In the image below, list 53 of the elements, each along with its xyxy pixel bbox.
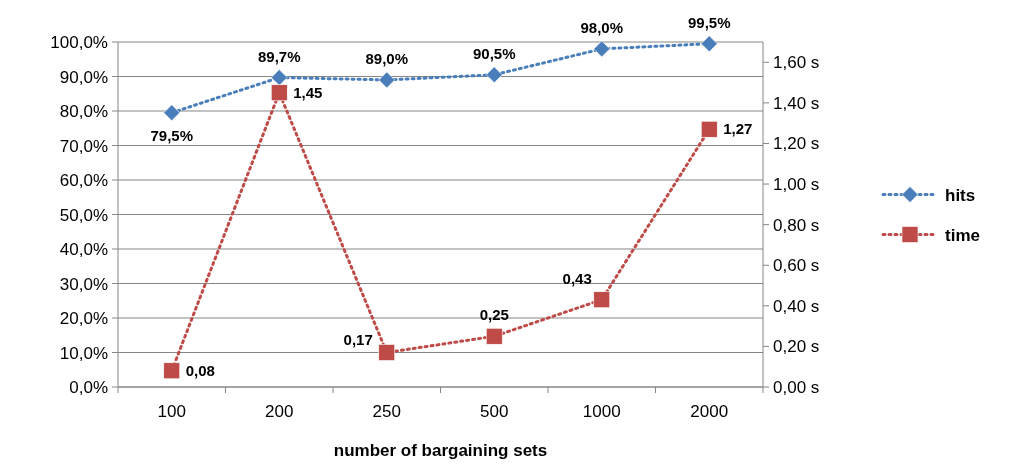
legend-label: hits bbox=[945, 185, 976, 205]
data-label: 1,27 bbox=[723, 120, 753, 138]
y2-tick-label: 1,60 s bbox=[773, 53, 820, 73]
y-tick-label: 0,0% bbox=[69, 378, 108, 397]
point bbox=[378, 344, 396, 361]
data-label: 0,08 bbox=[185, 361, 215, 379]
x-tick-label: 2000 bbox=[690, 402, 729, 421]
point bbox=[270, 69, 288, 86]
point bbox=[593, 291, 611, 309]
x-tick-label: 100 bbox=[157, 402, 186, 421]
y2-tick-label: 0,20 s bbox=[773, 337, 820, 357]
y2-tick-label: 1,40 s bbox=[773, 93, 820, 113]
y2-tick-label: 0,00 s bbox=[773, 378, 820, 397]
point bbox=[700, 35, 718, 53]
data-label: 99,5% bbox=[687, 13, 731, 31]
point bbox=[163, 104, 181, 122]
data-label: 79,5% bbox=[150, 126, 194, 144]
point bbox=[270, 84, 288, 102]
data-label: 0,25 bbox=[479, 306, 509, 324]
data-label: 0,17 bbox=[343, 330, 373, 348]
data-label: 90,5% bbox=[472, 44, 516, 62]
data-label: 89,7% bbox=[257, 47, 301, 65]
y2-tick-label: 1,20 s bbox=[773, 134, 820, 154]
data-label: 98,0% bbox=[580, 18, 624, 36]
y-tick-label: 50,0% bbox=[59, 205, 108, 225]
y2-tick-label: 0,60 s bbox=[773, 256, 820, 276]
y-tick-label: 30,0% bbox=[59, 274, 108, 294]
x-tick-label: 200 bbox=[265, 402, 294, 421]
x-tick-label: 1000 bbox=[582, 402, 621, 421]
y-tick-label: 100,0% bbox=[50, 33, 108, 52]
y2-tick-label: 1,00 s bbox=[773, 175, 820, 195]
data-label: 0,43 bbox=[562, 269, 592, 287]
y-tick-label: 40,0% bbox=[59, 240, 108, 259]
point bbox=[593, 40, 611, 58]
point bbox=[378, 71, 396, 89]
point bbox=[485, 66, 503, 84]
y-tick-label: 70,0% bbox=[59, 136, 108, 156]
y-tick-label: 60,0% bbox=[59, 171, 108, 190]
data-label: 89,0% bbox=[365, 49, 409, 67]
y2-tick-label: 0,80 s bbox=[773, 215, 820, 235]
y-tick-label: 80,0% bbox=[59, 102, 108, 121]
y-tick-label: 20,0% bbox=[59, 309, 108, 328]
point bbox=[700, 120, 718, 138]
point bbox=[163, 362, 181, 380]
x-tick-label: 250 bbox=[372, 402, 401, 421]
legend-label: time bbox=[945, 225, 980, 245]
y-tick-label: 90,0% bbox=[59, 67, 108, 87]
x-tick-label: 500 bbox=[480, 402, 509, 421]
data-label: 1,45 bbox=[293, 83, 323, 101]
y2-tick-label: 0,40 s bbox=[773, 296, 820, 316]
y-tick-label: 10,0% bbox=[59, 343, 108, 363]
x-axis-title: number of bargaining sets bbox=[333, 441, 548, 460]
point bbox=[485, 327, 503, 345]
